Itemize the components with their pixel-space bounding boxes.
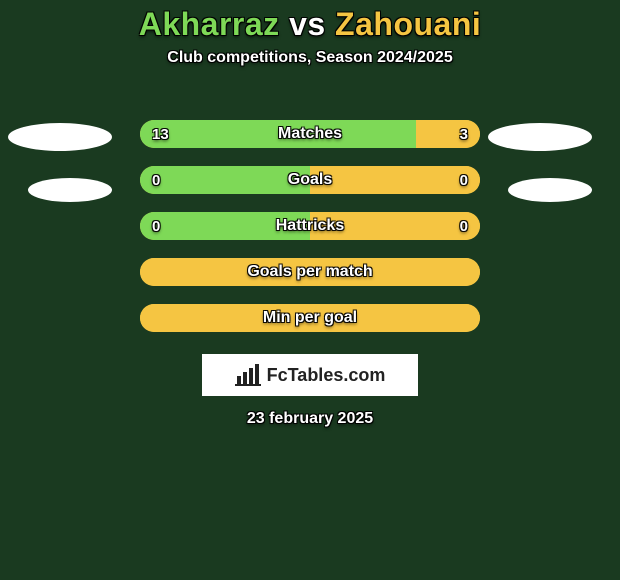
stat-label: Goals <box>140 166 480 194</box>
bg-ellipse <box>488 123 592 151</box>
bg-ellipse <box>28 178 112 202</box>
stat-rows: Matches133Goals00Hattricks00Goals per ma… <box>0 120 620 350</box>
stat-row: Matches13 3 <box>140 120 480 148</box>
date-text: 23 february 2025 <box>0 410 620 428</box>
stat-label: Goals per match <box>140 258 480 286</box>
stat-value-left: 0 <box>152 166 160 194</box>
bg-ellipse <box>8 123 112 151</box>
stat-value-right: 3 <box>460 120 468 148</box>
title-vs: vs <box>289 6 326 42</box>
stat-row: Goals per match <box>140 258 480 286</box>
stats-canvas: Akharraz vs Zahouani Club competitions, … <box>0 0 620 580</box>
stat-label: Hattricks <box>140 212 480 240</box>
stat-value-left: 13 <box>152 120 169 148</box>
stat-row: Min per goal <box>140 304 480 332</box>
stat-value-right: 0 <box>460 212 468 240</box>
brand-text: FcTables.com <box>267 365 386 386</box>
subtitle: Club competitions, Season 2024/2025 <box>0 49 620 67</box>
stat-row: Hattricks0 0 <box>140 212 480 240</box>
title-player-left: Akharraz <box>139 6 280 42</box>
stat-row: Goals0 0 <box>140 166 480 194</box>
page-title: Akharraz vs Zahouani <box>0 0 620 43</box>
stat-label: Min per goal <box>140 304 480 332</box>
bg-ellipse <box>508 178 592 202</box>
title-player-right: Zahouani <box>335 6 481 42</box>
stat-value-left: 0 <box>152 212 160 240</box>
stat-label: Matches <box>140 120 480 148</box>
brand-badge: FcTables.com <box>202 354 418 396</box>
barchart-icon <box>235 364 261 386</box>
stat-value-right: 0 <box>460 166 468 194</box>
